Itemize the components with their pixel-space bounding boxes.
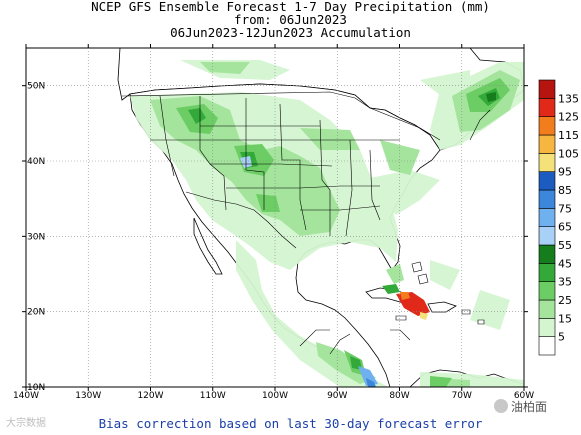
colorbar-swatch <box>538 171 556 191</box>
colorbar-swatch <box>538 79 556 99</box>
colorbar-swatch <box>538 226 556 246</box>
colorbar-swatch <box>538 134 556 154</box>
lat-label: 40N <box>27 157 45 167</box>
watermark-right: 油柏面 <box>511 400 548 414</box>
lon-label: 120W <box>137 391 163 401</box>
baja-land <box>193 217 223 275</box>
colorbar-swatch <box>538 318 556 337</box>
forecast-date: from: 06Jun2023 <box>234 12 347 27</box>
lat-label: 20N <box>27 308 45 318</box>
colorbar-label: 25 <box>558 294 572 307</box>
colorbar: 5 15 25 35 45 55 65 75 85 95 105 115 125 135 <box>538 79 579 356</box>
colorbar-label: 15 <box>558 312 572 325</box>
lon-label: 130W <box>75 391 101 401</box>
lat-label: 10N <box>27 383 45 393</box>
lon-label: 140W <box>13 391 39 401</box>
lat-label: 50N <box>27 82 45 92</box>
colorbar-swatch <box>538 336 556 356</box>
precip-55 <box>486 92 496 102</box>
colorbar-swatch <box>538 281 556 301</box>
colorbar-label: 5 <box>558 331 565 344</box>
colorbar-label: 45 <box>558 257 572 270</box>
map-title: NCEP GFS Ensemble Forecast 1-7 Day Preci… <box>91 0 490 14</box>
watermark-left: 大宗数据 <box>6 418 46 429</box>
bias-correction-note: Bias correction based on last 30-day for… <box>98 416 483 431</box>
colorbar-swatch <box>538 208 556 227</box>
wechat-icon <box>494 399 508 413</box>
hispaniola-land <box>427 301 457 313</box>
colorbar-label: 95 <box>558 166 572 179</box>
colorbar-label: 115 <box>558 129 579 142</box>
colorbar-swatch <box>538 263 556 282</box>
graticule <box>26 48 524 387</box>
map-body <box>117 48 524 387</box>
lon-label: 100W <box>262 391 288 401</box>
lon-label: 70W <box>452 391 472 401</box>
colorbar-label: 35 <box>558 276 572 289</box>
colorbar-swatch <box>538 153 556 172</box>
lon-label: 60W <box>514 391 534 401</box>
colorbar-label: 105 <box>558 147 579 160</box>
colorbar-swatch <box>538 189 556 209</box>
colorbar-label: 65 <box>558 221 572 234</box>
colorbar-swatch <box>538 299 556 319</box>
caribbean-islands <box>395 261 485 325</box>
lat-label: 30N <box>27 232 45 242</box>
accumulation-period: 06Jun2023-12Jun2023 Accumulation <box>170 25 411 40</box>
colorbar-label: 85 <box>558 184 572 197</box>
colorbar-label: 125 <box>558 111 579 124</box>
colorbar-swatch <box>538 98 556 117</box>
lon-label: 90W <box>327 391 347 401</box>
precip-high <box>396 292 430 320</box>
political-borders <box>121 91 491 355</box>
lon-label: 80W <box>389 391 409 401</box>
colorbar-label: 55 <box>558 239 572 252</box>
colorbar-swatch <box>538 244 556 264</box>
colorbar-label: 75 <box>558 202 572 215</box>
colorbar-swatch <box>538 116 556 136</box>
colorbar-label: 135 <box>558 92 579 105</box>
lon-label: 110W <box>200 391 226 401</box>
